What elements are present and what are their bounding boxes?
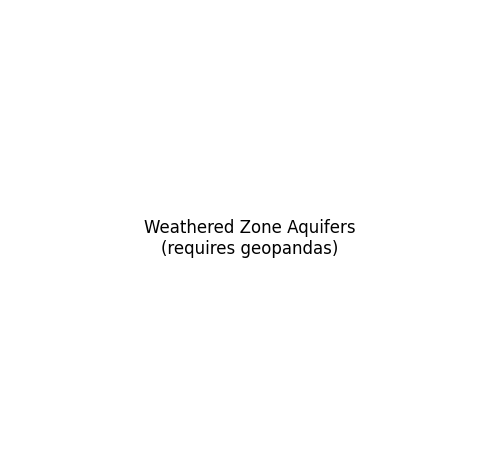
Text: Weathered Zone Aquifers
(requires geopandas): Weathered Zone Aquifers (requires geopan…	[144, 218, 356, 258]
